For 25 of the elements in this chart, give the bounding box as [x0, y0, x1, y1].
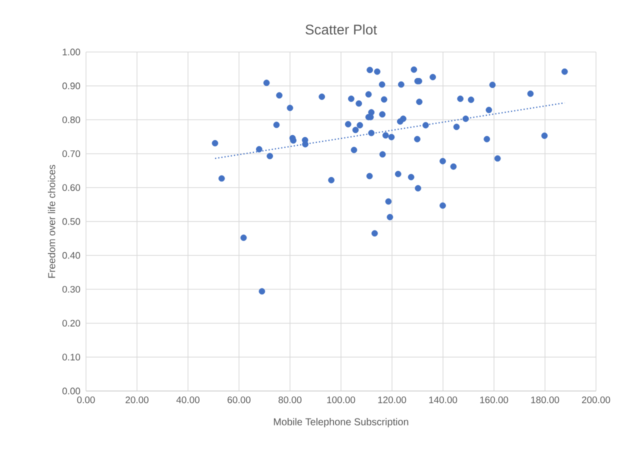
x-tick-label: 140.00	[429, 396, 458, 404]
x-tick-label: 180.00	[531, 396, 560, 404]
y-tick-label: 0.80	[62, 116, 80, 124]
x-tick-label: 40.00	[176, 396, 200, 404]
y-tick-label: 0.30	[62, 286, 80, 293]
x-axis-title: Mobile Telephone Subscription	[274, 418, 408, 428]
y-tick-label: 0.20	[62, 320, 80, 327]
x-tick-label: 0.00	[77, 396, 95, 404]
x-tick-label: 60.00	[228, 396, 250, 404]
y-tick-label: 0.50	[62, 218, 80, 225]
x-tick-label: 100.00	[327, 396, 356, 404]
y-tick-label: 0.10	[62, 354, 80, 360]
y-tick-label: 0.00	[62, 388, 80, 394]
y-tick-label: 0.40	[62, 252, 80, 259]
x-tick-label: 20.00	[126, 396, 148, 404]
y-tick-label: 0.90	[62, 82, 80, 90]
y-tick-label: 0.70	[62, 150, 80, 158]
chart-title: Scatter Plot	[306, 24, 377, 35]
y-axis-title: Freedom over life choices	[48, 164, 56, 278]
x-tick-label: 80.00	[278, 396, 302, 404]
x-tick-label: 160.00	[480, 396, 508, 404]
x-tick-label: 120.00	[378, 396, 406, 404]
y-tick-label: 0.60	[62, 184, 80, 191]
x-tick-label: 200.00	[582, 396, 610, 404]
y-tick-label: 1.00	[62, 48, 80, 56]
